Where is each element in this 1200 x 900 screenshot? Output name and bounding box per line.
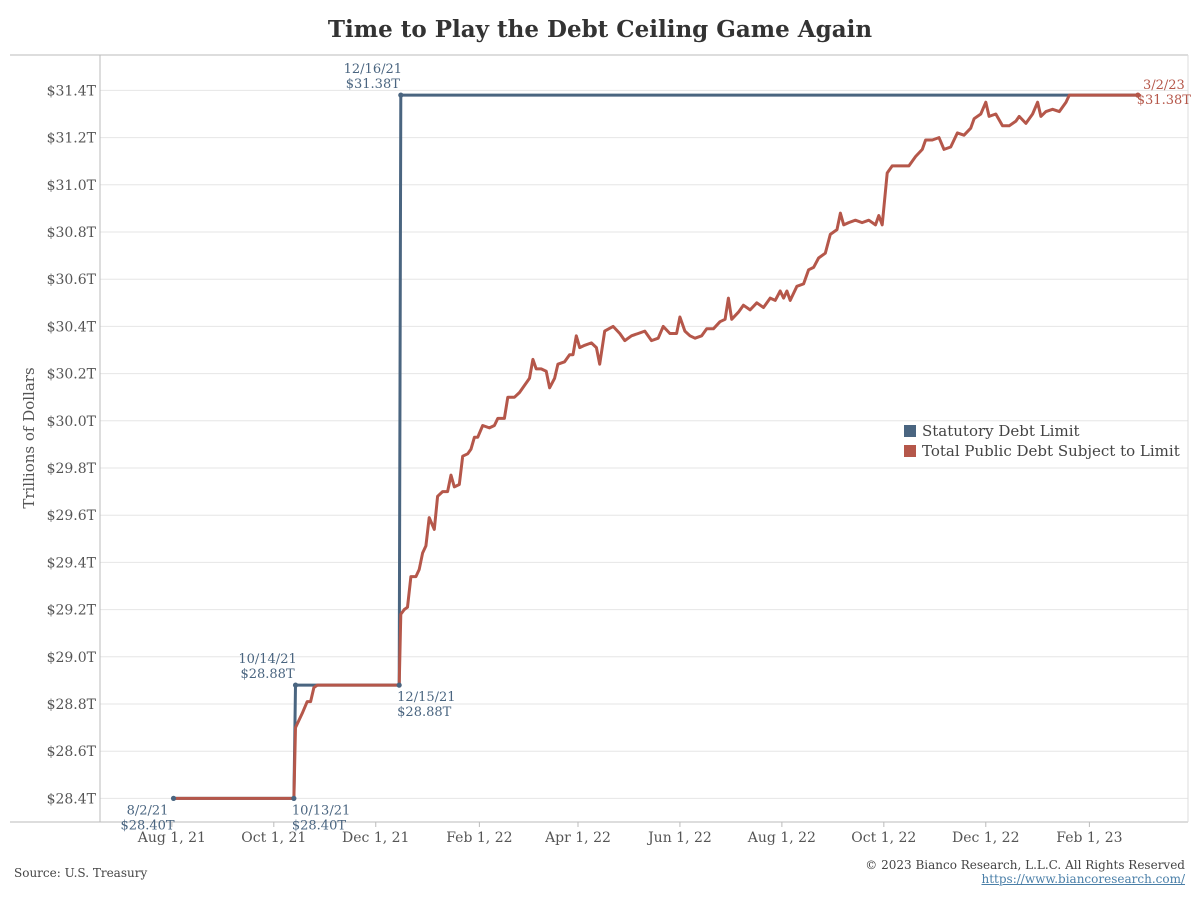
y-tick-label: $29.2T: [47, 603, 97, 619]
y-tick-label: $30.8T: [47, 225, 97, 241]
y-tick-label: $28.8T: [47, 697, 97, 713]
annotation-label: $28.40T: [120, 818, 174, 833]
series-line-total-public-debt: [173, 93, 1138, 800]
y-axis-label: Trillions of Dollars: [20, 367, 38, 508]
axes: [10, 54, 1189, 823]
x-tick-label: Dec 1, 22: [952, 830, 1019, 846]
y-axis-ticks: $28.4T $28.6T $28.8T $29.0T $29.2T $29.4T $29.…: [47, 83, 97, 807]
website-link[interactable]: https://www.biancoresearch.com/: [981, 872, 1185, 886]
source-note: Source: U.S. Treasury: [14, 866, 148, 880]
legend-label: Total Public Debt Subject to Limit: [922, 442, 1180, 460]
annotation-label: 12/15/21: [397, 690, 455, 705]
annotation-point: [398, 92, 404, 98]
x-tick-label: Dec 1, 21: [342, 830, 409, 846]
annotation-label: 8/2/21: [127, 803, 169, 818]
y-tick-label: $29.6T: [47, 508, 97, 524]
annotation-label: 3/2/23: [1143, 78, 1185, 93]
annotation-label: 12/16/21: [344, 62, 402, 77]
y-tick-label: $29.4T: [47, 555, 97, 571]
legend-item-statutory-debt-limit[interactable]: Statutory Debt Limit: [904, 421, 1180, 441]
y-tick-label: $30.4T: [47, 319, 97, 335]
y-tick-label: $31.4T: [47, 83, 97, 99]
annotation-label: 10/14/21: [238, 652, 296, 667]
series-lines: [173, 93, 1138, 800]
annotation-point: [1135, 92, 1141, 98]
annotation-label: $31.38T: [1137, 93, 1191, 108]
y-tick-label: $31.0T: [47, 178, 97, 194]
y-tick-label: $30.6T: [47, 272, 97, 288]
legend: Statutory Debt Limit Total Public Debt S…: [904, 421, 1180, 461]
annotation-label: $28.88T: [240, 667, 294, 682]
chart-title: Time to Play the Debt Ceiling Game Again: [327, 16, 873, 43]
y-tick-label: $29.0T: [47, 650, 97, 666]
annotation-label: $28.40T: [292, 818, 346, 833]
annotation-point: [292, 682, 299, 688]
x-tick-label: Apr 1, 22: [544, 830, 611, 846]
annotation-point: [170, 795, 177, 802]
grid-lines: [100, 89, 1188, 799]
x-tick-label: Aug 1, 21: [137, 830, 206, 846]
y-tick-label: $31.2T: [47, 131, 97, 147]
y-tick-label: $29.8T: [47, 461, 97, 477]
annotation-point: [291, 795, 297, 802]
x-tick-label: Feb 1, 23: [1056, 830, 1122, 846]
legend-swatch-limit: [904, 425, 916, 437]
x-tick-label: Aug 1, 22: [747, 830, 816, 846]
point-annotations: 8/2/21$28.40T10/13/21$28.40T10/14/21$28.…: [120, 62, 1191, 833]
legend-item-total-public-debt[interactable]: Total Public Debt Subject to Limit: [904, 441, 1180, 461]
x-axis-ticks: Aug 1, 21 Oct 1, 21 Dec 1, 21 Feb 1, 22 Apr …: [137, 822, 1123, 846]
annotation-point: [396, 682, 402, 688]
copyright-block: © 2023 Bianco Research, L.L.C. All Right…: [865, 858, 1185, 886]
legend-swatch-debt: [904, 445, 916, 457]
x-tick-label: Feb 1, 22: [446, 830, 512, 846]
y-tick-label: $30.0T: [47, 414, 97, 430]
x-tick-label: Oct 1, 21: [241, 830, 306, 846]
annotation-label: 10/13/21: [292, 803, 350, 818]
annotation-label: $31.38T: [346, 77, 400, 92]
x-tick-label: Oct 1, 22: [851, 830, 916, 846]
y-tick-label: $28.6T: [47, 744, 97, 760]
legend-label: Statutory Debt Limit: [922, 422, 1080, 440]
copyright-text: © 2023 Bianco Research, L.L.C. All Right…: [865, 858, 1185, 872]
y-tick-label: $30.2T: [47, 367, 97, 383]
y-tick-label: $28.4T: [47, 791, 97, 807]
x-tick-label: Jun 1, 22: [646, 830, 712, 846]
annotation-label: $28.88T: [397, 705, 451, 720]
